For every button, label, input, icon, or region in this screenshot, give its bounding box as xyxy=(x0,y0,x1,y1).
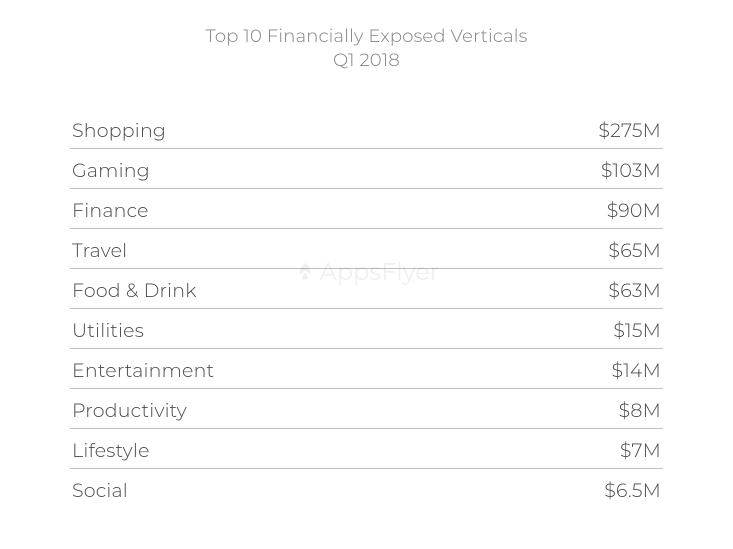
table-row: Utilities $15M xyxy=(70,309,663,349)
row-value: $63M xyxy=(608,279,661,302)
table-row: Lifestyle $7M xyxy=(70,429,663,469)
table-row: Gaming $103M xyxy=(70,149,663,189)
row-label: Food & Drink xyxy=(72,279,196,302)
row-value: $275M xyxy=(598,119,661,142)
table-row: Social $6.5M xyxy=(70,469,663,508)
table-row: Productivity $8M xyxy=(70,389,663,429)
row-label: Social xyxy=(72,479,128,502)
row-label: Travel xyxy=(72,239,127,262)
row-value: $103M xyxy=(601,159,661,182)
row-label: Shopping xyxy=(72,119,166,142)
row-label: Gaming xyxy=(72,159,150,182)
row-value: $15M xyxy=(613,319,661,342)
table-row: Shopping $275M xyxy=(70,109,663,149)
row-label: Finance xyxy=(72,199,149,222)
row-value: $90M xyxy=(607,199,661,222)
chart-container: Top 10 Financially Exposed Verticals Q1 … xyxy=(0,0,733,528)
table-row: Food & Drink $63M xyxy=(70,269,663,309)
title-line-2: Q1 2018 xyxy=(70,48,663,72)
title-line-1: Top 10 Financially Exposed Verticals xyxy=(70,24,663,48)
table-row: Entertainment $14M xyxy=(70,349,663,389)
row-label: Productivity xyxy=(72,399,187,422)
row-label: Lifestyle xyxy=(72,439,150,462)
table-row: Travel $65M xyxy=(70,229,663,269)
row-value: $7M xyxy=(620,439,661,462)
row-label: Entertainment xyxy=(72,359,214,382)
verticals-table: Shopping $275M Gaming $103M Finance $90M Trave… xyxy=(70,109,663,508)
table-row: Finance $90M xyxy=(70,189,663,229)
row-value: $65M xyxy=(608,239,661,262)
row-value: $8M xyxy=(619,399,661,422)
row-value: $14M xyxy=(612,359,661,382)
chart-title: Top 10 Financially Exposed Verticals Q1 … xyxy=(70,24,663,73)
row-value: $6.5M xyxy=(604,479,661,502)
row-label: Utilities xyxy=(72,319,144,342)
